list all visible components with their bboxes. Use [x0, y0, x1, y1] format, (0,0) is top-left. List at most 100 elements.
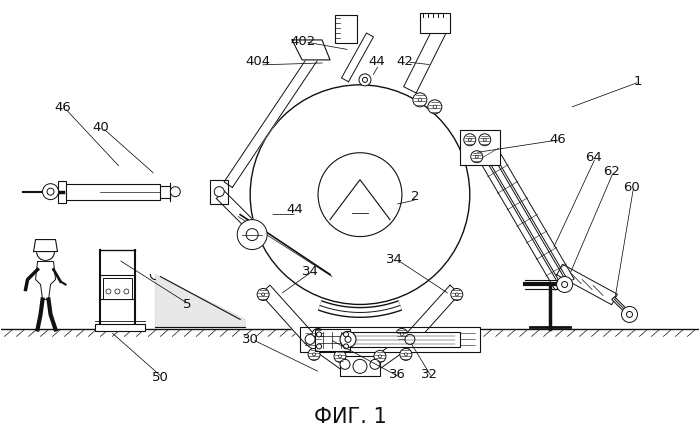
Circle shape: [413, 93, 427, 107]
Circle shape: [455, 293, 458, 296]
Text: 5: 5: [183, 298, 192, 311]
Text: 404: 404: [246, 55, 271, 68]
Text: 30: 30: [241, 333, 258, 346]
Polygon shape: [405, 285, 460, 344]
Text: 34: 34: [302, 265, 318, 278]
Circle shape: [316, 332, 321, 337]
Circle shape: [483, 138, 486, 141]
Bar: [300, 327, 480, 352]
Circle shape: [363, 77, 368, 83]
Circle shape: [115, 289, 120, 294]
Polygon shape: [36, 261, 55, 299]
Bar: [315, 329, 350, 351]
Circle shape: [246, 229, 258, 240]
Text: 36: 36: [389, 368, 407, 381]
Circle shape: [471, 151, 483, 163]
Circle shape: [257, 289, 269, 301]
Bar: [420, 13, 450, 33]
Circle shape: [468, 138, 471, 141]
Text: 32: 32: [421, 368, 438, 381]
Bar: [350, 332, 460, 347]
Circle shape: [345, 336, 351, 342]
Text: 402: 402: [290, 35, 316, 49]
Polygon shape: [224, 52, 319, 187]
Circle shape: [339, 355, 342, 358]
Text: 2: 2: [411, 190, 419, 203]
Circle shape: [340, 332, 356, 347]
Circle shape: [318, 153, 402, 237]
Circle shape: [316, 333, 320, 336]
Text: 62: 62: [603, 165, 620, 178]
Circle shape: [451, 289, 463, 301]
Text: 46: 46: [54, 101, 71, 114]
Circle shape: [170, 187, 181, 197]
Bar: [60, 184, 160, 200]
Circle shape: [334, 350, 346, 362]
Circle shape: [418, 98, 421, 101]
Circle shape: [43, 184, 59, 200]
Bar: [95, 324, 146, 332]
Circle shape: [475, 155, 478, 158]
Circle shape: [374, 350, 386, 362]
Circle shape: [556, 276, 573, 292]
Polygon shape: [470, 142, 560, 290]
Polygon shape: [34, 240, 57, 252]
Circle shape: [479, 134, 491, 146]
Bar: [460, 130, 500, 165]
Polygon shape: [216, 191, 259, 233]
Circle shape: [561, 282, 568, 288]
Bar: [57, 181, 66, 203]
Circle shape: [250, 85, 470, 304]
Circle shape: [214, 187, 224, 197]
Text: 50: 50: [152, 371, 169, 384]
Circle shape: [396, 329, 408, 341]
Circle shape: [405, 335, 415, 344]
Circle shape: [308, 348, 320, 360]
Polygon shape: [260, 285, 315, 344]
Text: 34: 34: [386, 253, 403, 266]
Circle shape: [433, 105, 437, 108]
Polygon shape: [155, 274, 245, 327]
Text: ФИГ. 1: ФИГ. 1: [314, 407, 386, 427]
Bar: [335, 15, 357, 43]
Polygon shape: [307, 334, 349, 370]
Text: 64: 64: [585, 151, 602, 164]
Circle shape: [359, 74, 371, 86]
Circle shape: [428, 100, 442, 114]
Circle shape: [312, 329, 324, 341]
Circle shape: [36, 243, 55, 261]
Text: 44: 44: [287, 203, 304, 216]
Circle shape: [353, 359, 367, 373]
Polygon shape: [404, 27, 446, 93]
Circle shape: [400, 348, 412, 360]
Text: 44: 44: [369, 55, 385, 68]
Polygon shape: [477, 138, 567, 286]
Circle shape: [262, 293, 265, 296]
Circle shape: [370, 359, 380, 369]
Circle shape: [464, 134, 476, 146]
Circle shape: [379, 355, 382, 358]
Circle shape: [237, 220, 267, 249]
Text: 60: 60: [623, 181, 640, 194]
Circle shape: [626, 311, 633, 317]
Bar: [340, 356, 380, 376]
Text: 1: 1: [634, 75, 642, 88]
Circle shape: [106, 289, 111, 294]
Text: 42: 42: [396, 55, 413, 68]
Bar: [104, 277, 132, 299]
Circle shape: [405, 353, 407, 356]
Bar: [210, 180, 228, 204]
Polygon shape: [371, 334, 414, 370]
Circle shape: [305, 335, 315, 344]
Polygon shape: [292, 40, 330, 60]
Text: 46: 46: [550, 133, 566, 146]
Circle shape: [344, 332, 349, 337]
Polygon shape: [556, 264, 617, 305]
Polygon shape: [484, 134, 574, 282]
Circle shape: [622, 307, 638, 322]
Text: 40: 40: [92, 121, 108, 134]
Circle shape: [47, 188, 54, 195]
Circle shape: [313, 353, 316, 356]
Circle shape: [340, 359, 350, 369]
Circle shape: [400, 333, 403, 336]
